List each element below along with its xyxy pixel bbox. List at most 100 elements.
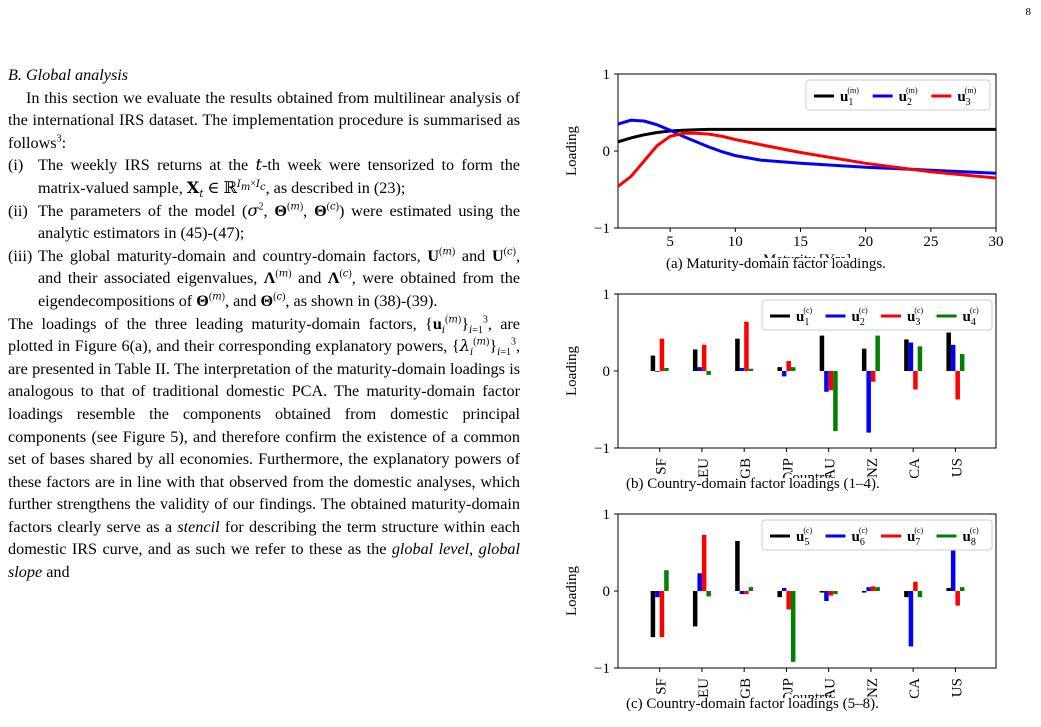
y-tick-label: 0 (603, 364, 611, 380)
y-axis-label: Loading (564, 126, 580, 176)
bar (650, 355, 656, 371)
figure-b: −1 0 1 Loading SF EU GB JP AU NZ CA US Country u1(c) u… (556, 282, 1016, 486)
x-tick-label: NZ (865, 678, 881, 698)
bar (781, 371, 787, 377)
legend-box (805, 79, 991, 111)
bar (955, 591, 960, 606)
x-tick-label: 5 (666, 234, 674, 250)
x-tick-label: GB (738, 678, 754, 698)
legend-label: u6(c) (852, 526, 869, 548)
bar (819, 335, 825, 371)
x-tick-label: CA (907, 678, 923, 698)
x-tick-label: 25 (923, 234, 938, 250)
bar (908, 342, 914, 371)
bar (913, 581, 918, 591)
bar (955, 371, 960, 400)
bar (917, 591, 923, 598)
x-tick-label: GB (738, 458, 754, 478)
bar (692, 591, 698, 627)
series-line (617, 118, 997, 175)
bar (790, 591, 796, 662)
left-column-text: B. Global analysis In this section we ev… (8, 64, 520, 584)
x-tick-label: 10 (728, 234, 743, 250)
bar (777, 367, 782, 371)
bar (824, 591, 829, 602)
y-tick-label: 1 (603, 67, 611, 83)
y-tick-label: 0 (603, 144, 611, 160)
bar (875, 587, 880, 591)
y-tick-label: −1 (594, 661, 610, 677)
x-tick-label: JP (780, 678, 796, 692)
legend-label: u2(c) (852, 306, 869, 328)
bar (959, 587, 965, 591)
bar (786, 591, 791, 610)
list-item: (i) The weekly IRS returns at the t-th we… (8, 155, 520, 201)
x-tick-label: 15 (793, 234, 808, 250)
legend-label: u8(c) (963, 526, 980, 548)
bar (655, 591, 660, 598)
bar (917, 346, 923, 371)
bar (908, 591, 914, 647)
x-tick-label: US (949, 678, 965, 697)
series-line (617, 127, 996, 144)
bar (959, 354, 965, 371)
x-tick-label: JP (780, 458, 796, 472)
bar (739, 591, 745, 595)
legend-box (761, 299, 993, 331)
bar (870, 371, 876, 382)
y-tick-label: −1 (594, 221, 610, 237)
bar (824, 371, 829, 392)
bar (701, 344, 707, 371)
bar (748, 368, 754, 371)
bar (706, 591, 711, 597)
footnote-marker: 3 (56, 133, 62, 145)
body-paragraph: The loadings of the three leading maturi… (8, 314, 521, 582)
figure-a: −101Loading51015202530Maturity [Yrs]u1(m… (556, 62, 1016, 268)
bar (833, 591, 838, 595)
bar (875, 335, 880, 371)
x-tick-label: SF (654, 678, 670, 695)
bar (692, 349, 698, 371)
bar (650, 591, 656, 638)
bar (913, 371, 918, 390)
y-tick-label: −1 (594, 441, 610, 457)
bar (739, 367, 745, 371)
y-axis-label: Loading (564, 566, 580, 616)
bar (946, 587, 951, 591)
bar (861, 348, 867, 371)
bar (950, 344, 956, 371)
bar (904, 591, 909, 598)
bar (701, 534, 707, 591)
bar (866, 587, 871, 591)
caption-a: (a) Maturity-domain factor loadings. (666, 256, 886, 272)
list-item-number: (ii) (8, 201, 28, 220)
list-item-number: (iii) (8, 246, 33, 265)
bar (828, 371, 834, 391)
x-tick-label: NZ (865, 458, 881, 478)
legend-label: u1(c) (796, 306, 813, 328)
bar (777, 591, 782, 598)
list-item: (ii) The parameters of the model (σ2, Θ(m… (8, 200, 521, 243)
bar (786, 360, 791, 371)
bar (659, 591, 665, 638)
y-tick-label: 1 (603, 287, 611, 303)
legend-label: u4(c) (963, 306, 980, 328)
legend-label: u3(c) (907, 306, 924, 328)
x-tick-label: SF (654, 458, 670, 475)
list-item: (iii) The global maturity-domain and coun… (8, 246, 521, 310)
x-tick-label: CA (907, 458, 923, 478)
legend-box (761, 519, 993, 551)
x-tick-label: US (949, 458, 965, 477)
page-number: 8 (1025, 6, 1032, 18)
x-tick-label: AU (823, 458, 839, 478)
bar (946, 332, 951, 371)
bar (748, 587, 754, 591)
bar (833, 371, 838, 432)
procedure-list: (i) The weekly IRS returns at the t-th we… (8, 154, 520, 312)
bar (781, 587, 787, 591)
bar (861, 591, 867, 593)
figure-c: −1 0 1 Loading SF EU GB JP AU NZ CA US Country u5(c) u… (556, 502, 1016, 706)
x-tick-label: AU (823, 678, 839, 698)
